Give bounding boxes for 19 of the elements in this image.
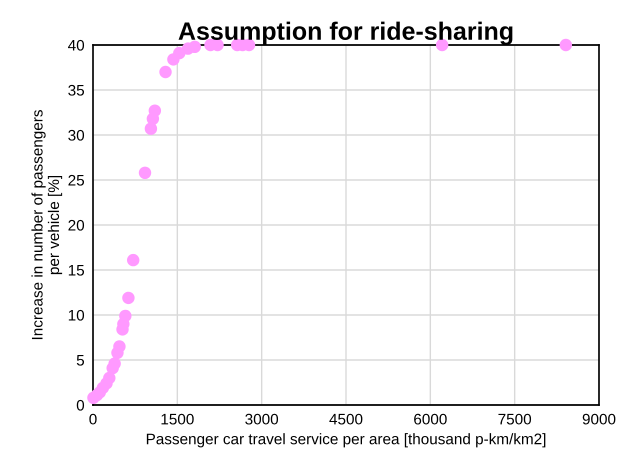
x-tick-label: 0	[89, 414, 97, 425]
x-tick-label: 9000	[582, 414, 616, 425]
x-tick-label: 6000	[414, 414, 447, 425]
x-axis-title: Passenger car travel service per area [thousand p-km/km2]	[146, 433, 546, 448]
x-tick-label: 7500	[498, 414, 532, 425]
y-tick-label: 10	[68, 310, 84, 321]
y-tick-label: 15	[68, 265, 84, 276]
y-tick-label: 30	[68, 130, 84, 141]
x-tick-label: 3000	[245, 414, 278, 425]
y-tick-label: 5	[76, 355, 84, 366]
y-tick-label: 20	[68, 220, 84, 231]
y-tick-label: 40	[68, 40, 84, 51]
x-tick-label: 1500	[162, 414, 194, 425]
chart-title: Assumption for ride-sharing	[178, 22, 512, 45]
y-tick-label: 35	[68, 84, 84, 96]
x-tick-label: 4500	[329, 414, 362, 425]
y-tick-label: 0	[76, 400, 84, 411]
y-axis-title: Increase in number of passengers per vehicle [%]	[31, 110, 62, 340]
y-tick-label: 25	[68, 174, 84, 186]
